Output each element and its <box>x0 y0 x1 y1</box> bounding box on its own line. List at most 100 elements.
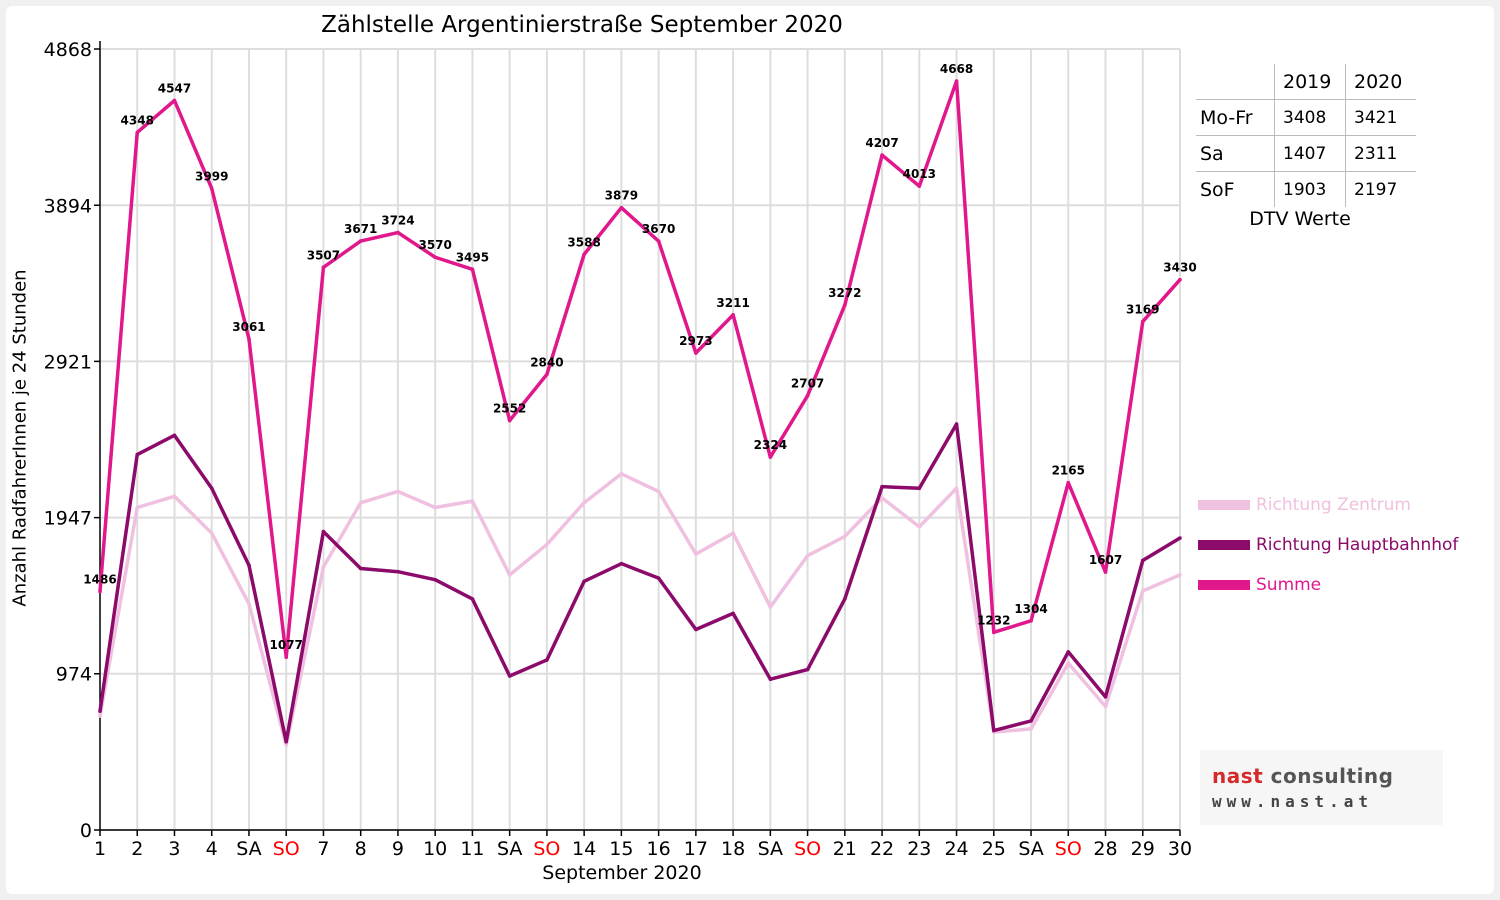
data-point <box>1103 570 1108 574</box>
data-label: 3495 <box>456 250 489 264</box>
legend-swatch <box>1198 500 1250 510</box>
x-tick-label: 4 <box>206 838 218 860</box>
data-point <box>1140 319 1145 324</box>
x-tick-label: SO <box>533 838 560 860</box>
dtv-corner <box>1196 64 1275 100</box>
legend-swatch <box>1198 580 1250 590</box>
chart-title: Zählstelle Argentinierstraße September 2… <box>321 12 843 38</box>
data-point <box>1029 727 1033 731</box>
data-point <box>470 499 475 503</box>
data-point <box>247 601 251 606</box>
data-point <box>247 563 251 568</box>
x-tick-label: 7 <box>317 838 329 860</box>
legend-item-zentrum: Richtung Zentrum <box>1198 495 1411 515</box>
data-point <box>545 372 549 377</box>
data-point <box>172 98 177 103</box>
x-tick-label: 17 <box>684 838 708 860</box>
data-point <box>358 239 363 243</box>
data-point <box>247 337 251 341</box>
data-label: 3570 <box>418 238 451 252</box>
data-point <box>619 205 624 210</box>
legend-label: Richtung Hauptbahnhof <box>1256 535 1459 555</box>
data-point <box>135 505 140 510</box>
data-point <box>507 418 512 423</box>
data-label: 3588 <box>567 235 600 249</box>
data-point <box>358 566 363 571</box>
data-label: 3670 <box>642 222 675 236</box>
data-point <box>1140 558 1145 563</box>
data-point <box>917 486 922 491</box>
dtv-header-row: 2019 2020 <box>1196 64 1416 100</box>
x-tick-label: 1 <box>94 838 106 860</box>
x-tick-label: 14 <box>572 838 596 860</box>
dtv-row: Mo-Fr 3408 3421 <box>1196 99 1416 136</box>
y-tick-label: 0 <box>80 820 92 842</box>
data-point <box>954 79 959 83</box>
x-tick-label: SO <box>1055 838 1082 860</box>
nast-consulting-logo: nast consulting www.nast.at <box>1200 750 1443 825</box>
data-label: 4348 <box>121 113 154 127</box>
data-point <box>284 739 289 744</box>
x-tick-label: 24 <box>944 838 968 860</box>
data-label: 4013 <box>903 167 936 181</box>
y-tick-label: 3894 <box>44 195 92 217</box>
x-tick-label: 16 <box>647 838 671 860</box>
y-tick-label: 974 <box>56 664 92 686</box>
dtv-row-label: Mo-Fr <box>1196 99 1275 136</box>
data-point <box>619 472 624 476</box>
series-line <box>98 422 1181 744</box>
legend-item-hauptbahnhof: Richtung Hauptbahnhof <box>1198 535 1458 555</box>
dtv-value: 2197 <box>1345 171 1416 207</box>
dtv-row-label: SoF <box>1196 171 1275 207</box>
data-label: 4668 <box>940 62 973 76</box>
data-label: 1304 <box>1014 602 1047 616</box>
x-tick-label: SA <box>236 838 261 860</box>
series-line <box>98 79 1182 659</box>
dtv-year-2020: 2020 <box>1345 64 1416 100</box>
data-point <box>98 709 102 714</box>
data-point <box>694 552 698 556</box>
data-label: 2707 <box>791 377 824 391</box>
data-label: 3507 <box>307 248 340 262</box>
data-point <box>284 743 289 747</box>
x-tick-label: 2 <box>131 838 143 860</box>
dtv-value: 2311 <box>1345 135 1416 172</box>
data-point <box>991 728 996 733</box>
data-point <box>396 569 400 574</box>
x-tick-label: 15 <box>609 838 633 860</box>
y-tick-label: 2921 <box>44 351 92 373</box>
data-point <box>1066 650 1071 654</box>
data-point <box>805 393 810 398</box>
y-tick-label: 4868 <box>44 39 92 61</box>
data-point <box>694 627 698 632</box>
data-label: 3724 <box>381 214 414 228</box>
x-tick-label: 11 <box>460 838 484 860</box>
data-point <box>582 252 586 257</box>
data-point <box>470 267 475 272</box>
data-point <box>209 186 214 191</box>
data-point <box>321 529 326 534</box>
data-point <box>731 531 735 535</box>
data-point <box>433 505 437 510</box>
data-point <box>545 658 549 662</box>
dtv-table: 2019 2020 Mo-Fr 3408 3421 Sa 1407 2311 S… <box>1196 64 1416 207</box>
data-label: 1607 <box>1089 553 1122 567</box>
data-point <box>1029 719 1033 723</box>
x-tick-label: SO <box>794 838 821 860</box>
x-tick-label: 29 <box>1131 838 1155 860</box>
x-tick-label: 9 <box>392 838 404 860</box>
data-label: 2840 <box>530 355 563 369</box>
y-axis-label: Anzahl RadfahrerInnen je 24 Stunden <box>9 269 31 607</box>
series-line <box>98 472 1181 747</box>
data-point <box>284 655 289 660</box>
x-tick-label: SO <box>273 838 300 860</box>
x-tick-label: 25 <box>982 838 1006 860</box>
data-point <box>656 239 661 244</box>
data-point <box>731 313 735 317</box>
logo-url: www.nast.at <box>1212 792 1373 811</box>
data-point <box>1178 277 1182 282</box>
data-point <box>731 611 735 616</box>
data-point <box>396 489 400 494</box>
data-point <box>433 577 437 582</box>
